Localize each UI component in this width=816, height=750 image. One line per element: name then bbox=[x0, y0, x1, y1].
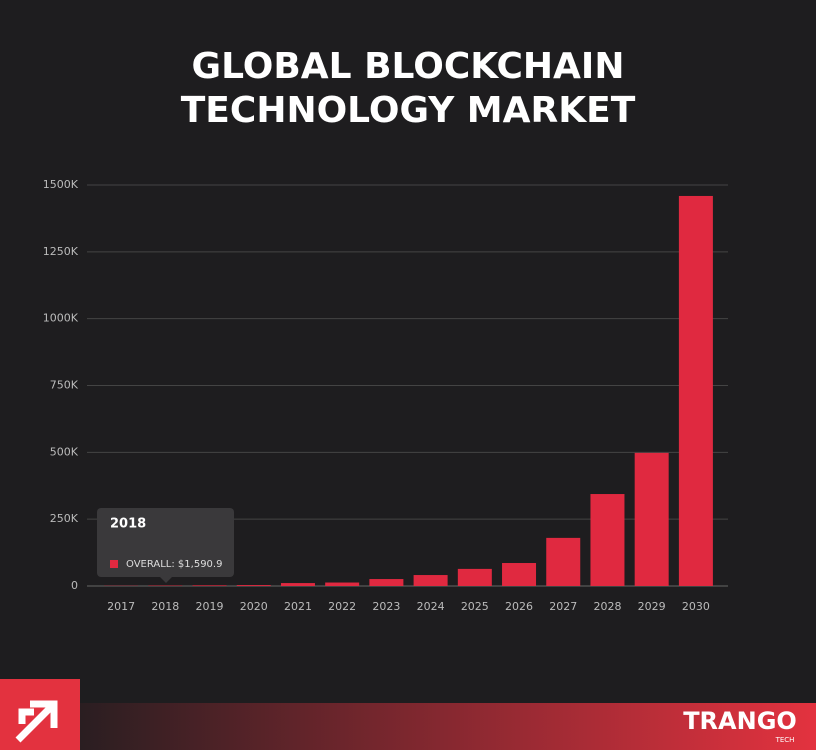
bar bbox=[236, 585, 271, 586]
x-tick-label: 2020 bbox=[240, 600, 268, 613]
x-tick-label: 2019 bbox=[196, 600, 224, 613]
footer-bar bbox=[80, 703, 816, 750]
y-tick-label: 0 bbox=[71, 579, 78, 592]
plot: 0 250K 500K 750K 1000K 1250K 1500K 2017 2018 2019… bbox=[43, 178, 728, 613]
brand-sub: TECH bbox=[775, 736, 795, 744]
x-tick-label: 2023 bbox=[372, 600, 400, 613]
bar bbox=[192, 585, 227, 586]
logo-icon bbox=[15, 700, 58, 743]
chart-title: TECHNOLOGY MARKET bbox=[181, 90, 636, 131]
tooltip-title: 2018 bbox=[110, 517, 146, 532]
x-tick-label: 2017 bbox=[107, 600, 135, 613]
x-tick-label: 2021 bbox=[284, 600, 312, 613]
x-tick-label: 2030 bbox=[682, 600, 710, 613]
tooltip-box bbox=[97, 508, 234, 577]
y-tick-label: 1500K bbox=[43, 178, 79, 191]
bar bbox=[413, 575, 448, 586]
x-tick-label: 2024 bbox=[417, 600, 445, 613]
bar bbox=[457, 568, 492, 586]
y-tick-label: 250K bbox=[50, 512, 79, 525]
tooltip-pointer bbox=[160, 577, 172, 583]
chart-title: GLOBAL BLOCKCHAIN bbox=[192, 46, 625, 87]
bar bbox=[280, 583, 315, 586]
tooltip: 2018 OVERALL: $1,590.9 bbox=[97, 508, 234, 583]
x-tick-label: 2026 bbox=[505, 600, 533, 613]
x-tick-label: 2027 bbox=[549, 600, 577, 613]
bar bbox=[502, 563, 537, 586]
bar bbox=[678, 195, 713, 586]
x-tick-label: 2025 bbox=[461, 600, 489, 613]
tooltip-text: OVERALL: $1,590.9 bbox=[126, 559, 222, 570]
x-tick-label: 2022 bbox=[328, 600, 356, 613]
bar bbox=[325, 582, 360, 586]
bar bbox=[369, 579, 404, 586]
brand-name: TRANGO bbox=[683, 707, 797, 735]
tooltip-swatch bbox=[110, 560, 118, 568]
x-tick-label: 2028 bbox=[593, 600, 621, 613]
bar bbox=[634, 452, 669, 586]
y-tick-label: 1250K bbox=[43, 245, 79, 258]
bar bbox=[590, 494, 625, 586]
y-tick-label: 500K bbox=[50, 445, 79, 458]
x-tick-label: 2029 bbox=[638, 600, 666, 613]
x-tick-label: 2018 bbox=[151, 600, 179, 613]
bar bbox=[546, 537, 581, 586]
y-tick-label: 750K bbox=[50, 379, 79, 392]
y-tick-label: 1000K bbox=[43, 312, 79, 325]
